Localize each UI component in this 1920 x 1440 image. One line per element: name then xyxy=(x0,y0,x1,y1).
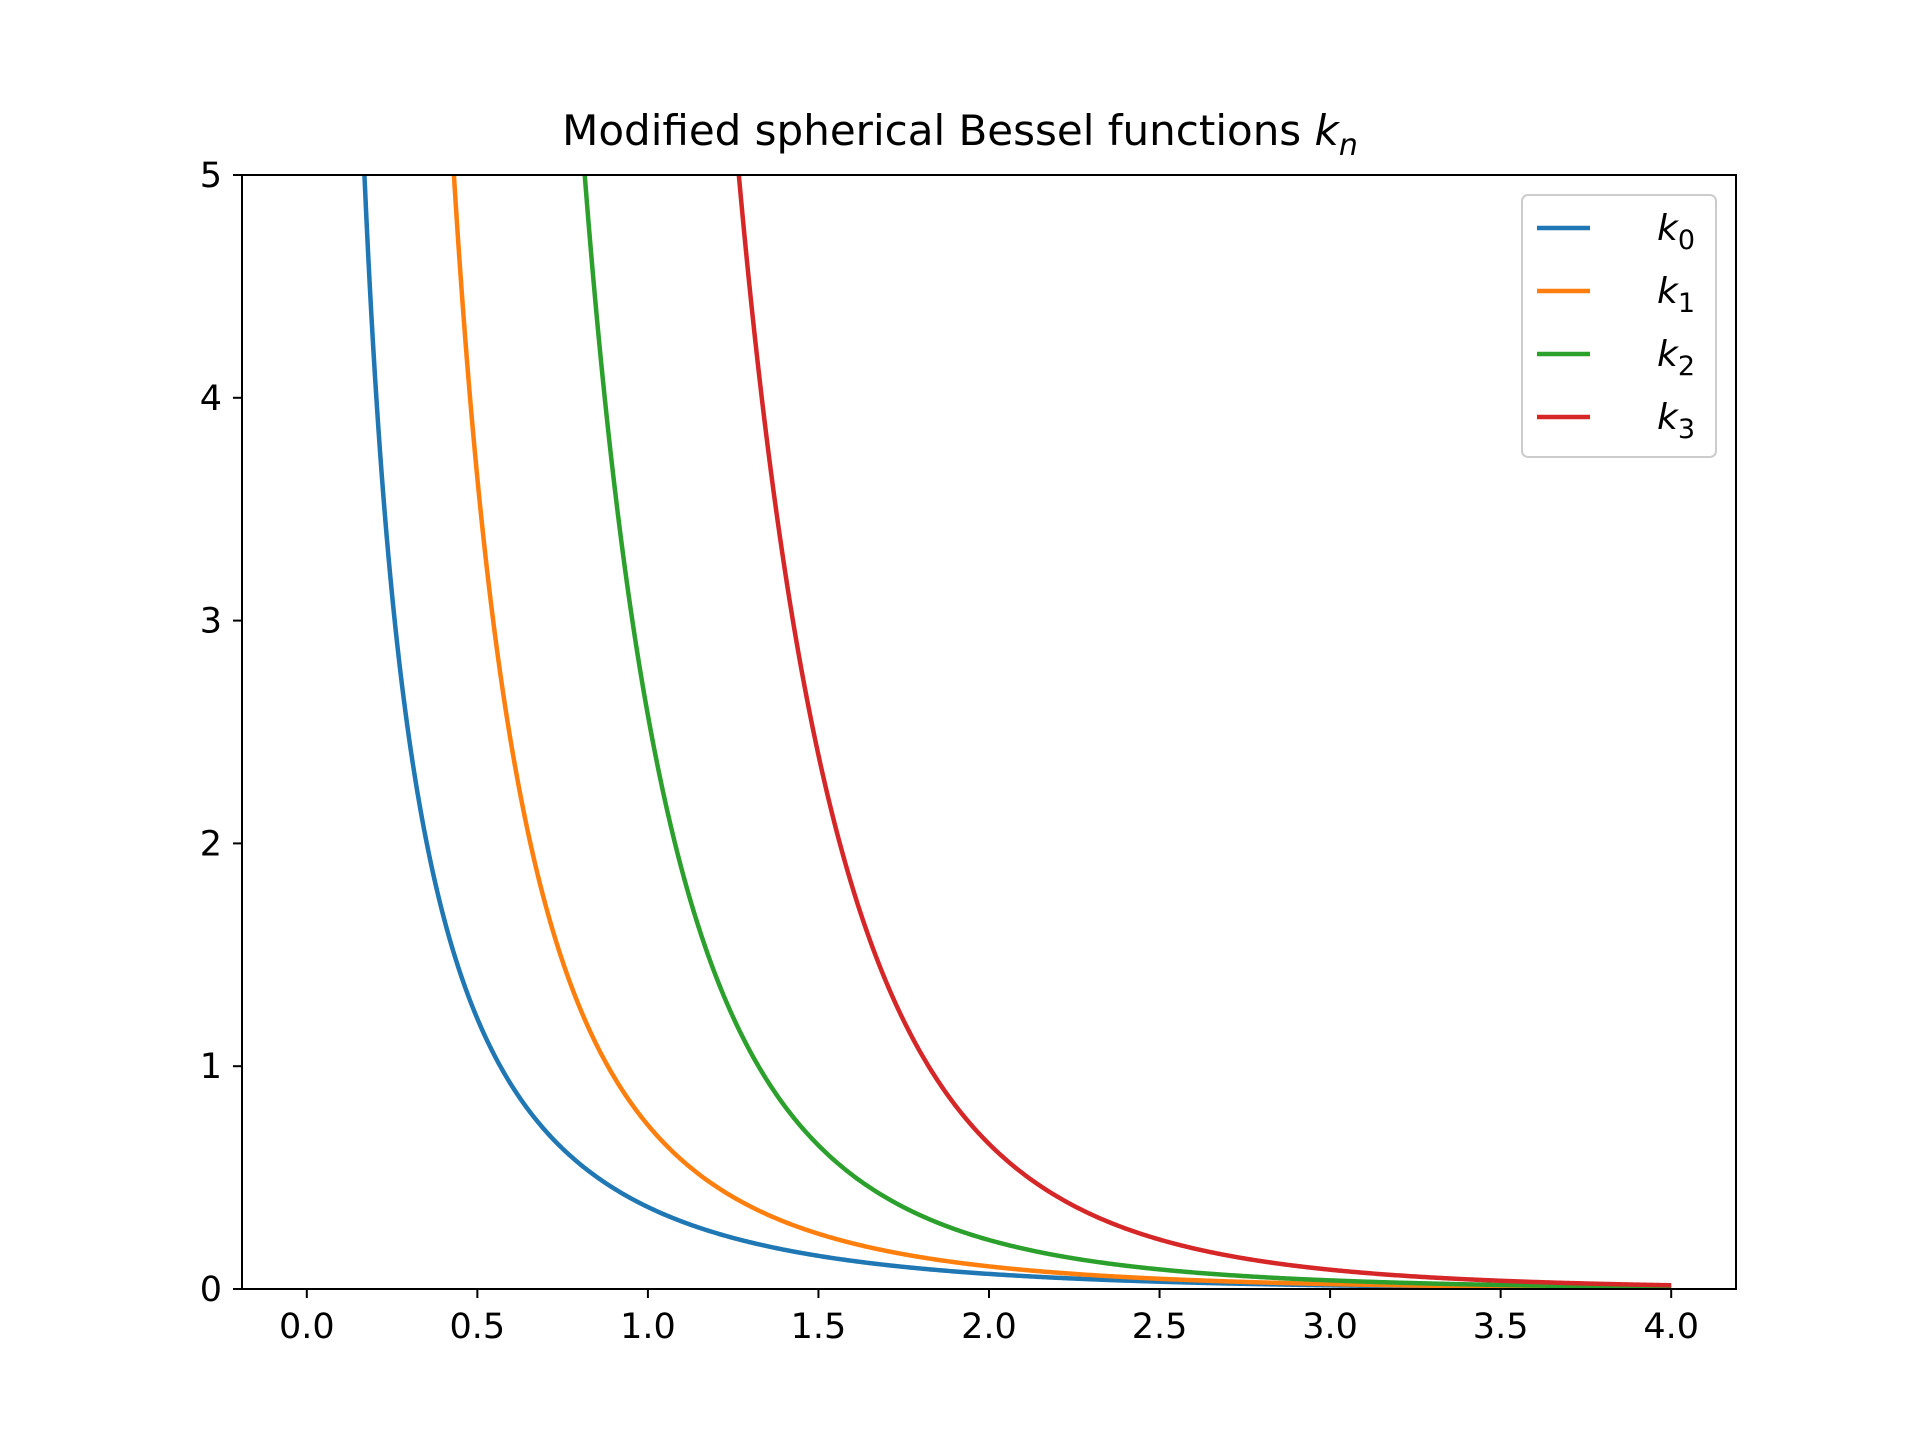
chart-title-sub: n xyxy=(1339,128,1358,163)
y-tick-label: 2 xyxy=(200,824,222,864)
legend-label-k3: k3 xyxy=(1657,397,1695,445)
series-group xyxy=(362,175,1672,1289)
series-line-k3 xyxy=(736,175,1672,1288)
x-tick-label: 2.5 xyxy=(1132,1307,1188,1347)
x-tick-label: 4.0 xyxy=(1643,1307,1699,1347)
legend-label-k2: k2 xyxy=(1657,334,1695,382)
series-line-k2 xyxy=(582,175,1672,1289)
x-tick-label: 2.0 xyxy=(961,1307,1017,1347)
x-tick-label: 3.0 xyxy=(1302,1307,1358,1347)
y-tick-label: 5 xyxy=(200,156,222,196)
y-tick-label: 4 xyxy=(200,379,222,419)
legend-label-k0: k0 xyxy=(1657,208,1695,256)
chart-title: Modified spherical Bessel functions kn xyxy=(562,106,1358,163)
legend: k0 k1 k2 k3 xyxy=(1521,194,1717,458)
chart-title-prefix: Modified spherical Bessel functions xyxy=(562,106,1314,155)
y-tick-label: 3 xyxy=(200,602,222,642)
x-tick-label: 1.0 xyxy=(620,1307,676,1347)
y-tick-label: 0 xyxy=(200,1270,222,1310)
legend-box xyxy=(1521,194,1717,458)
x-tick-label: 1.5 xyxy=(791,1307,847,1347)
x-axis: 0.0 0.5 1.0 1.5 2.0 2.5 3.0 3.5 4.0 xyxy=(279,1289,1699,1347)
chart-title-var: k xyxy=(1315,106,1341,155)
legend-label-k1: k1 xyxy=(1657,271,1695,319)
x-tick-label: 0.0 xyxy=(279,1307,335,1347)
x-tick-label: 3.5 xyxy=(1473,1307,1529,1347)
x-tick-label: 0.5 xyxy=(450,1307,506,1347)
y-tick-label: 1 xyxy=(200,1047,222,1087)
y-axis: 0 1 2 3 4 5 xyxy=(200,156,242,1310)
